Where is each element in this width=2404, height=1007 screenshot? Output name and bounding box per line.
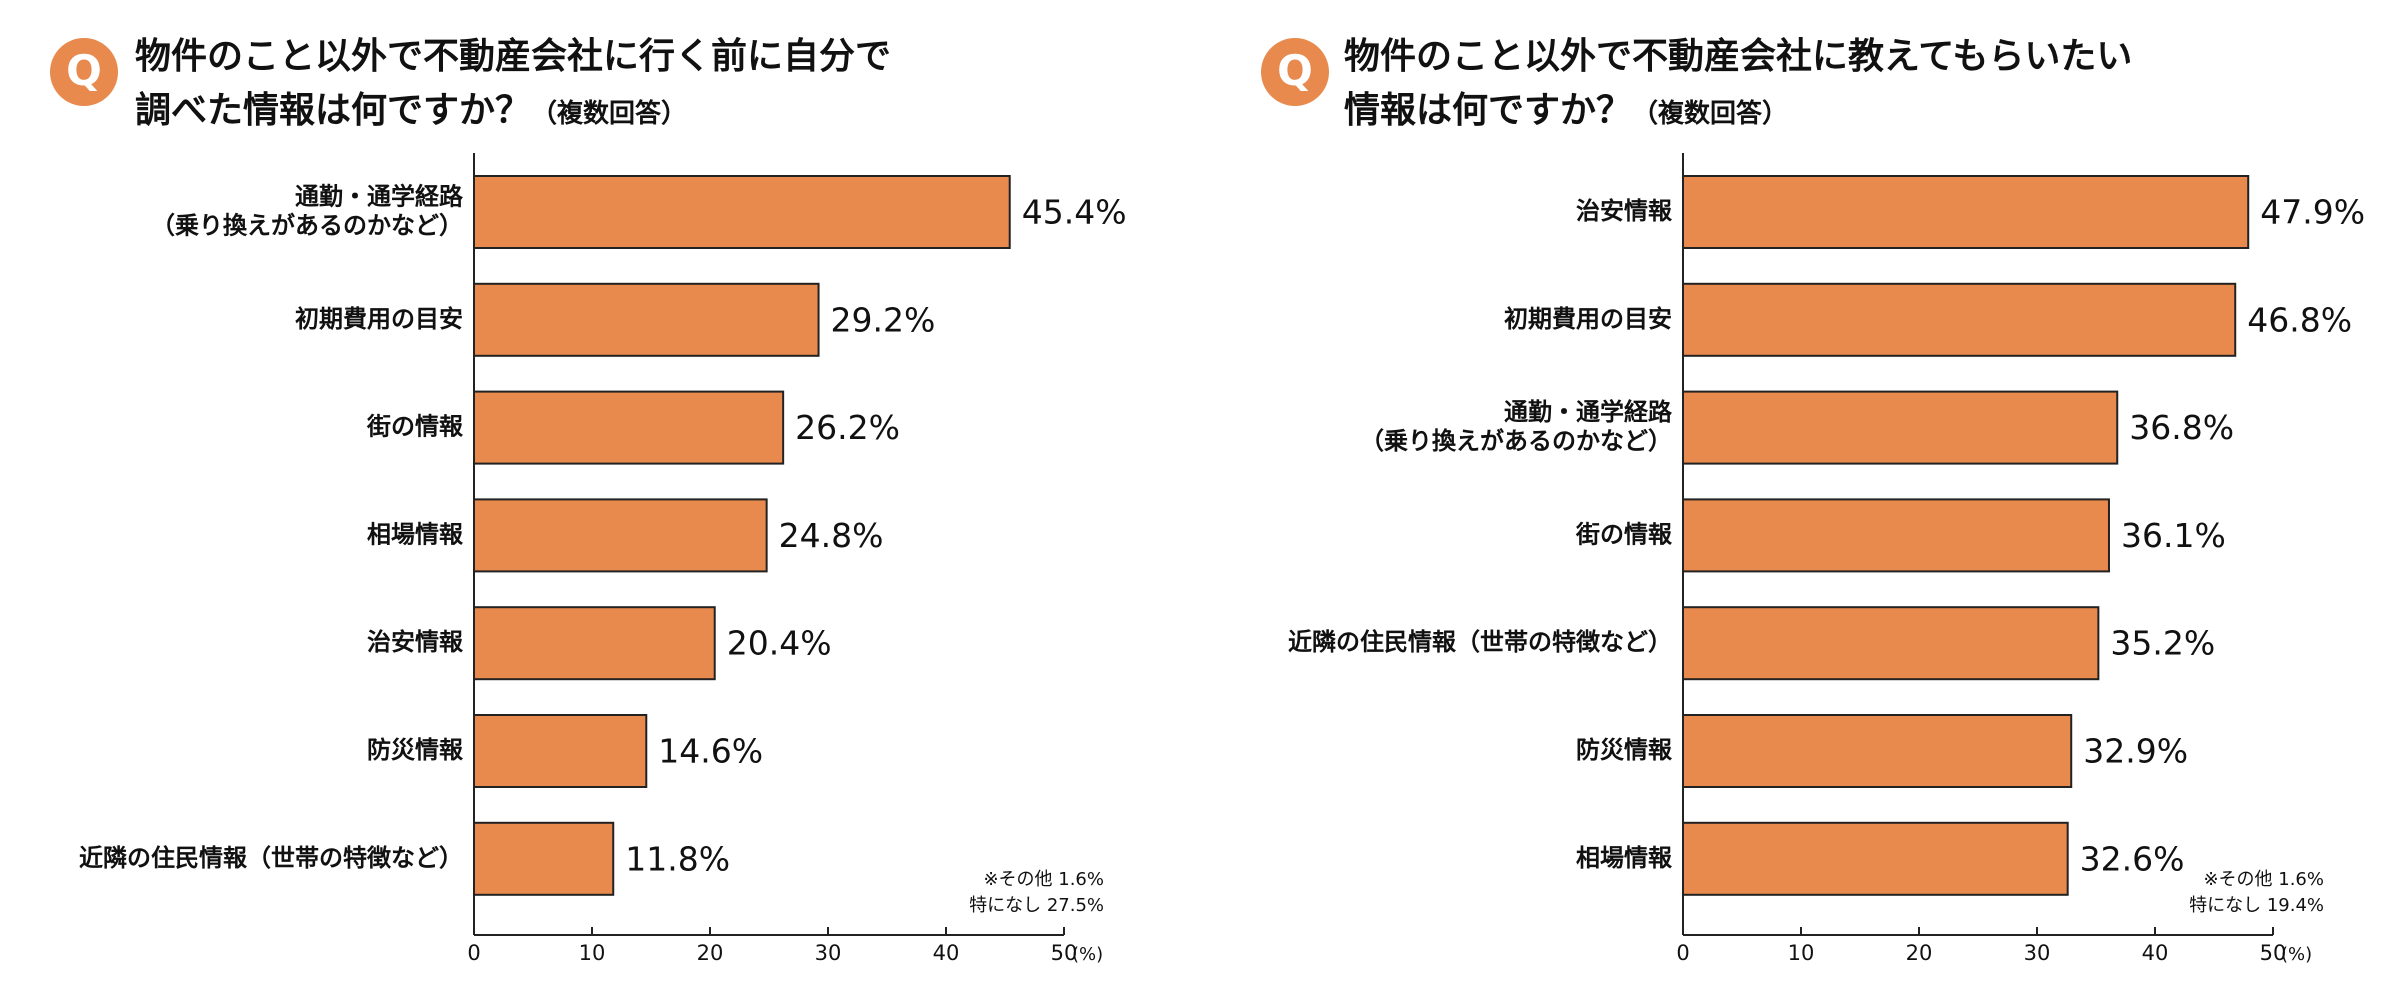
value-label: 11.8% [625, 839, 730, 878]
x-tick-label: 10 [579, 941, 606, 965]
category-label: 相場情報 [1576, 844, 1673, 872]
category-label: 相場情報 [367, 520, 464, 548]
category-label: 防災情報 [1576, 736, 1673, 764]
value-label: 20.4% [727, 624, 832, 663]
note: ※その他 1.6% [983, 869, 1104, 890]
bar [473, 714, 648, 788]
chart-title: 物件のこと以外で不動産会社に行く前に自分で 調べた情報は何ですか？（複数回答） [135, 30, 891, 141]
value-label: 36.8% [2129, 408, 2234, 447]
bar [473, 821, 615, 896]
bar [1682, 498, 2110, 573]
category-label: 近隣の住民情報（世帯の特徴など） [79, 844, 463, 872]
x-tick-label: 20 [697, 941, 724, 965]
value-label: 29.2% [831, 300, 936, 339]
bar [473, 175, 1011, 249]
bar [473, 498, 768, 573]
x-tick-label: 30 [815, 941, 842, 965]
bar [473, 606, 716, 681]
bar [1682, 175, 2250, 249]
x-tick-label: 0 [1676, 941, 1689, 965]
bar [1682, 282, 2237, 357]
subtitle: （複数回答） [531, 99, 688, 129]
bar [473, 390, 785, 465]
chart-title: 物件のこと以外で不動産会社に教えてもらいたい 情報は何ですか？（複数回答） [1344, 30, 2132, 141]
bar [1682, 714, 2073, 788]
bar [1682, 606, 2100, 681]
x-tick-label: 10 [1788, 941, 1815, 965]
x-tick-label: 40 [2142, 941, 2169, 965]
value-label: 32.6% [2080, 839, 2185, 878]
value-label: 26.2% [795, 408, 900, 447]
q-badge: Q [1261, 38, 1329, 106]
x-unit: (%) [2281, 944, 2312, 965]
x-tick-label: 50 [2260, 941, 2287, 965]
x-unit: (%) [1072, 944, 1103, 965]
title-text: 物件のこと以外で不動産会社に教えてもらいたい 情報は何ですか？ [1344, 36, 2133, 131]
value-label: 46.8% [2247, 300, 2352, 339]
category-label: 防災情報 [367, 736, 464, 764]
value-label: 36.1% [2121, 516, 2226, 555]
category-label: 治安情報 [1576, 197, 1673, 225]
bar [1682, 821, 2069, 896]
value-label: 24.8% [779, 516, 884, 555]
category-label: 街の情報 [366, 413, 464, 441]
x-tick-label: 0 [467, 941, 480, 965]
subtitle: （複数回答） [1632, 99, 1789, 129]
note: 特になし 27.5% [969, 895, 1104, 916]
category-label: 通勤・通学経路（乗り換えがあるのかなど） [1360, 398, 1673, 455]
value-label: 32.9% [2083, 732, 2188, 771]
category-label: 通勤・通学経路（乗り換えがあるのかなど） [151, 183, 464, 240]
category-label: 近隣の住民情報（世帯の特徴など） [1288, 628, 1672, 656]
title-text: 物件のこと以外で不動産会社に行く前に自分で 調べた情報は何ですか？ [135, 36, 892, 131]
value-label: 47.9% [2260, 193, 2365, 232]
note: ※その他 1.6% [2203, 869, 2324, 890]
bar [1682, 390, 2119, 465]
bar [473, 282, 820, 357]
category-label: 初期費用の目安 [1504, 305, 1672, 333]
x-tick-label: 50 [1051, 941, 1078, 965]
note: 特になし 19.4% [2189, 895, 2324, 916]
x-tick-label: 40 [933, 941, 960, 965]
x-tick-label: 20 [1906, 941, 1933, 965]
value-label: 45.4% [1022, 193, 1127, 232]
x-tick-label: 30 [2024, 941, 2051, 965]
value-label: 35.2% [2110, 624, 2215, 663]
category-label: 街の情報 [1575, 520, 1673, 548]
category-label: 初期費用の目安 [295, 305, 463, 333]
q-badge: Q [50, 38, 118, 106]
value-label: 14.6% [658, 732, 763, 771]
category-label: 治安情報 [367, 628, 464, 656]
